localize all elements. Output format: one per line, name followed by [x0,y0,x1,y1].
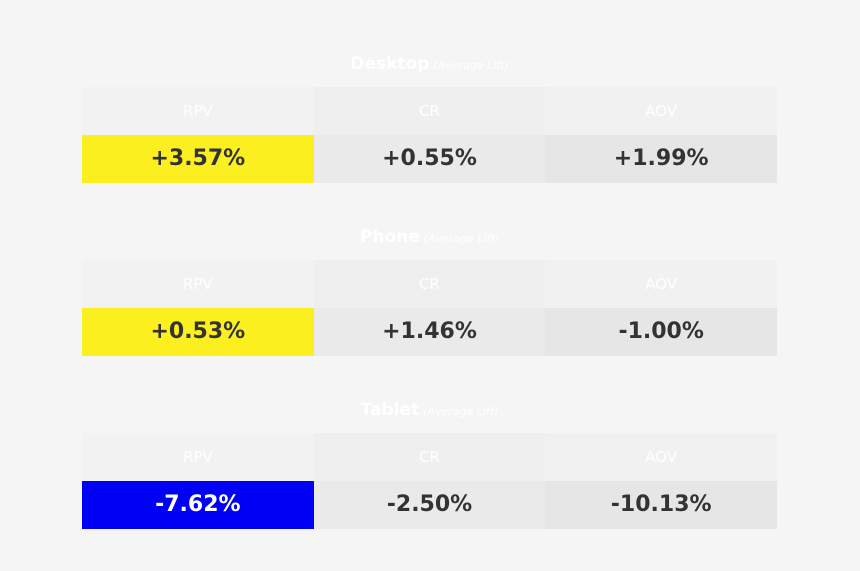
section-subtitle: (Average Lift) [423,405,499,418]
rpv-value: +3.57% [82,135,314,183]
cr-header: CR [313,433,546,481]
value-row: +3.57% +0.55% +1.99% [82,135,778,183]
section-subtitle: (Average Lift) [423,232,500,245]
cr-value: +1.46% [313,308,546,356]
header-row: RPV CR AOV [82,87,778,135]
value-row: +0.53% +1.46% -1.00% [82,308,778,356]
section-title: Phone (Average Lift) [82,224,777,250]
header-row: RPV CR AOV [82,433,778,481]
section-title: Tablet (Average Lift) [82,397,777,423]
cr-header: CR [313,260,546,308]
phone-section: Phone (Average Lift) RPV CR AOV +0.53% +1… [82,224,778,356]
cr-value: +0.55% [313,135,546,183]
desktop-section: Desktop (Average Lift) RPV CR AOV +3.57% … [82,51,778,183]
tablet-section: Tablet (Average Lift) RPV CR AOV -7.62% -… [82,397,778,529]
aov-value: -10.13% [545,481,778,529]
cr-header: CR [313,87,546,135]
rpv-header: RPV [82,87,314,135]
rpv-header: RPV [82,260,314,308]
aov-value: -1.00% [545,308,778,356]
section-subtitle: (Average Lift) [433,59,509,72]
aov-header: AOV [545,260,778,308]
rpv-value: +0.53% [82,308,314,356]
aov-header: AOV [545,87,778,135]
aov-header: AOV [545,433,778,481]
rpv-value: -7.62% [82,481,314,529]
header-row: RPV CR AOV [82,260,778,308]
section-name: Tablet [360,400,420,420]
aov-value: +1.99% [545,135,778,183]
section-name: Phone [359,227,420,247]
value-row: -7.62% -2.50% -10.13% [82,481,778,529]
section-name: Desktop [350,54,430,74]
cr-value: -2.50% [313,481,546,529]
rpv-header: RPV [82,433,314,481]
section-title: Desktop (Average Lift) [82,51,777,77]
